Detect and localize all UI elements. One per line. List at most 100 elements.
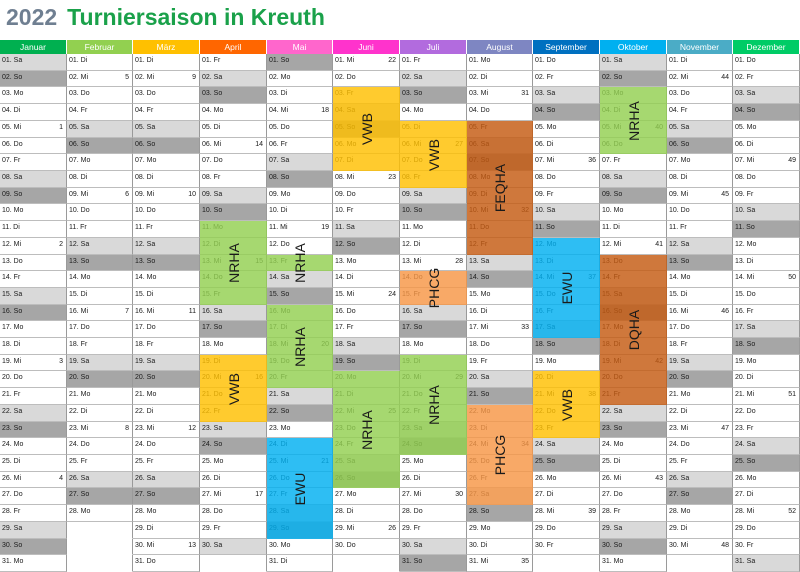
day-cell: 14. Mi 50 [733, 271, 800, 288]
day-label: 16. Fr [535, 308, 554, 315]
day-label: 03. So [402, 90, 423, 97]
day-cell: 02. Sa [400, 71, 467, 87]
day-label: 12. Fr [469, 241, 488, 248]
day-cell: 25. So [733, 455, 800, 472]
day-label: 09. Fr [535, 191, 554, 198]
day-label: 01. Di [669, 57, 688, 64]
day-label: 28. Fr [602, 508, 621, 515]
week-number: 9 [192, 74, 196, 81]
week-number: 2 [59, 241, 63, 248]
day-label: 01. Sa [2, 57, 23, 64]
day-label: 23. So [2, 425, 23, 432]
day-cell: 19. Mi 42 [600, 355, 667, 371]
day-cell: 31. Mo [0, 555, 67, 572]
day-label: 04. Fr [135, 107, 154, 114]
day-label: 11. Fr [669, 224, 687, 231]
day-label: 26. Mi [2, 475, 22, 482]
day-cell: 15. Sa [0, 288, 67, 305]
day-cell: 18. Fr [667, 338, 733, 355]
day-label: 14. So [469, 274, 490, 281]
day-cell: 29. Do [533, 522, 600, 539]
week-number: 20 [321, 341, 329, 348]
day-label: 10. Sa [735, 207, 756, 214]
day-cell: 30. Di [467, 539, 533, 555]
day-label: 24. Sa [735, 441, 756, 448]
day-label: 08. Do [735, 174, 756, 181]
title-year: 2022 [6, 4, 58, 30]
day-cell: 20. Mi 16 [200, 371, 267, 388]
week-number: 47 [721, 425, 729, 432]
day-label: 21. Mi [535, 391, 555, 398]
day-label: 29. Fr [402, 525, 421, 532]
day-label: 30. Fr [535, 542, 554, 549]
day-cell: 18. Fr [67, 338, 133, 355]
day-label: 16. Mi [669, 308, 689, 315]
day-label: 14. Mo [135, 274, 157, 281]
day-cell: 21. Mo [667, 388, 733, 405]
month-header: August [467, 40, 533, 54]
day-cell: 25. Mo [400, 455, 467, 472]
day-cell: 15. Do [733, 288, 800, 305]
day-cell: 26. Sa [667, 472, 733, 488]
day-label: 17. So [202, 324, 223, 331]
day-label: 29. Fr [202, 525, 221, 532]
day-label: 29. Sa [2, 525, 23, 532]
week-number: 7 [125, 308, 129, 315]
day-label: 16. Mo [269, 308, 291, 315]
day-label: 16. Di [469, 308, 488, 315]
day-cell: 24. So [400, 438, 467, 455]
day-label: 03. So [202, 90, 223, 97]
day-label: 19. Mo [735, 358, 757, 365]
day-label: 19. Mo [535, 358, 557, 365]
day-label: 04. Di [2, 107, 21, 114]
day-cell: 14. Do [200, 271, 267, 288]
day-cell: 23. Sa [400, 422, 467, 438]
day-label: 26. Mi [602, 475, 622, 482]
day-label: 26. Fr [469, 475, 488, 482]
day-label: 03. Di [269, 90, 288, 97]
day-label: 25. Sa [335, 458, 356, 465]
day-label: 07. Sa [269, 157, 290, 164]
day-cell: 04. Di [0, 104, 67, 121]
day-cell: 17. So [200, 321, 267, 338]
day-cell: 01. Mo [467, 54, 533, 71]
day-label: 17. Mo [602, 324, 624, 331]
day-label: 26. So [335, 475, 356, 482]
day-label: 07. Do [402, 157, 423, 164]
day-label: 12. Do [269, 241, 290, 248]
day-cell: 14. Mo [667, 271, 733, 288]
day-label: 25. Do [469, 458, 490, 465]
day-label: 05. Di [202, 124, 221, 131]
day-cell: 14. So [467, 271, 533, 288]
day-label: 16. Sa [402, 308, 423, 315]
day-cell: 02. So [0, 71, 67, 87]
day-label: 14. Di [335, 274, 354, 281]
day-label: 08. Mo [469, 174, 491, 181]
day-label: 29. Di [135, 525, 154, 532]
day-cell: 29. Mo [467, 522, 533, 539]
day-label: 09. Mi [69, 191, 89, 198]
day-cell: 28. Fr [0, 505, 67, 522]
day-cell: 12. So [333, 238, 400, 255]
day-cell: 30. Sa [200, 539, 267, 555]
day-label: 13. Di [735, 258, 754, 265]
day-label: 11. Di [2, 224, 20, 231]
day-label: 08. Mi [335, 174, 355, 181]
day-label: 02. Fr [535, 74, 554, 81]
day-cell: 04. Mo [400, 104, 467, 121]
day-label: 09. Do [335, 191, 356, 198]
day-label: 23. Mi [135, 425, 155, 432]
day-cell: 08. Fr [400, 171, 467, 188]
day-label: 10. So [202, 207, 223, 214]
day-cell: 13. Di [733, 255, 800, 271]
day-cell: 16. Sa [200, 305, 267, 321]
day-cell: 12. Sa [133, 238, 200, 255]
day-cell: 23. Mo [267, 422, 333, 438]
day-label: 18. Di [602, 341, 621, 348]
day-label: 28. So [469, 508, 490, 515]
day-label: 15. Do [735, 291, 756, 298]
day-cell: 25. Fr [667, 455, 733, 472]
day-label: 22. Do [535, 408, 556, 415]
day-label: 17. Mo [2, 324, 24, 331]
day-label: 08. Di [69, 174, 88, 181]
